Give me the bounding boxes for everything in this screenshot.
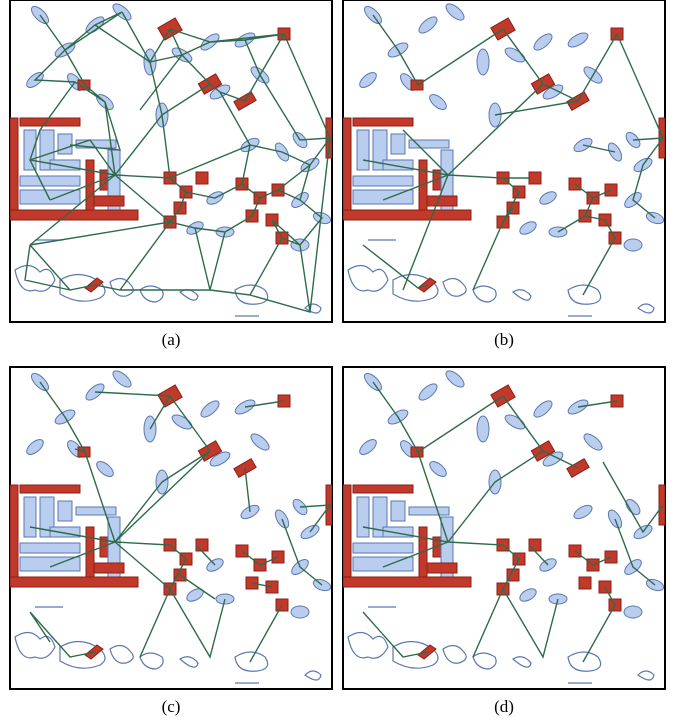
panel-d: (d) [343,367,665,716]
panel-b: (b) [343,0,665,349]
panel-c: (c) [10,367,332,716]
panel-a: (a) [10,0,332,349]
panel-label: (c) [162,697,181,716]
panel-label: (b) [494,330,514,349]
figure: (a) (b) (c) (d) [0,0,682,722]
panel-label: (d) [494,697,514,716]
panel-label: (a) [162,330,181,349]
